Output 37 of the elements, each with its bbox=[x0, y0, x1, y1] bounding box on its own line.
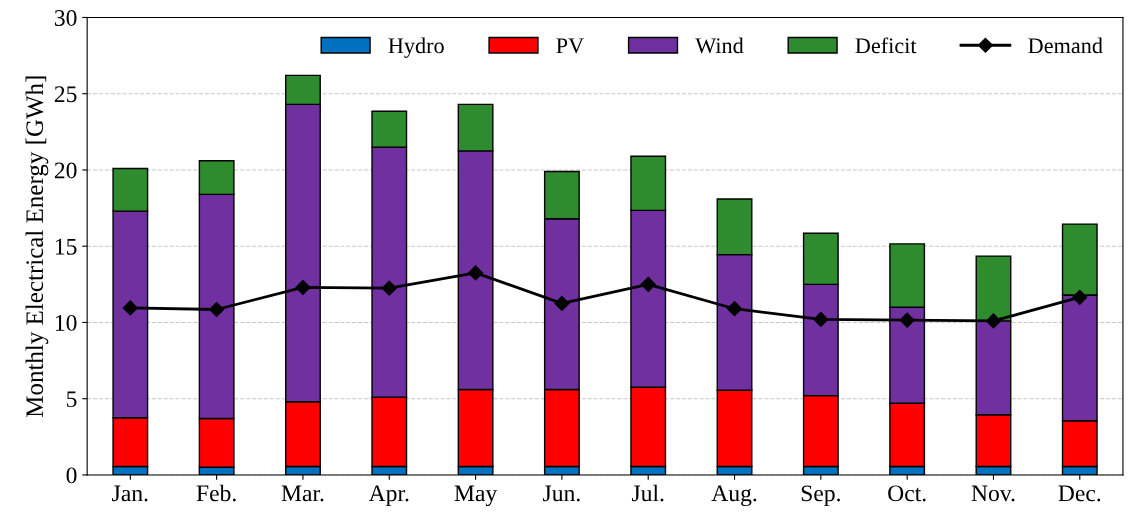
legend-label: Deficit bbox=[855, 37, 917, 54]
point bbox=[899, 312, 915, 328]
legend-label: Demand bbox=[1028, 37, 1103, 54]
x-tick-label: May bbox=[454, 485, 498, 507]
point bbox=[985, 313, 1002, 329]
x-tick-label: Feb. bbox=[196, 484, 236, 502]
x-tick-label: Jul. bbox=[631, 484, 664, 502]
point bbox=[640, 276, 656, 292]
y-tick-label: 15 bbox=[55, 238, 77, 255]
y-axis-title: Monthly Electrical Energy [GWh] bbox=[25, 76, 49, 418]
point bbox=[726, 301, 743, 317]
y-tick-label: 0 bbox=[66, 467, 77, 484]
point bbox=[554, 295, 570, 311]
x-tick-label: Aug. bbox=[711, 485, 757, 507]
x-tick-label: Jan. bbox=[112, 485, 148, 502]
point bbox=[122, 300, 138, 316]
y-tick-label: 20 bbox=[54, 162, 77, 179]
point bbox=[381, 280, 397, 296]
point bbox=[209, 301, 225, 318]
y-tick-label: 25 bbox=[54, 86, 77, 103]
y-tick-label: 10 bbox=[55, 314, 77, 331]
y-tick-label: 30 bbox=[54, 9, 77, 26]
y-tick-label: 5 bbox=[67, 391, 77, 408]
x-tick-label: Nov. bbox=[971, 485, 1015, 502]
point bbox=[295, 279, 311, 295]
x-tick-label: Sep. bbox=[801, 485, 840, 507]
point bbox=[1072, 289, 1088, 305]
point bbox=[813, 311, 829, 327]
x-tick-label: Oct. bbox=[888, 485, 926, 502]
point bbox=[468, 265, 484, 281]
legend-label: Wind bbox=[695, 37, 744, 54]
x-tick-label: Dec. bbox=[1058, 485, 1101, 502]
legend-label: PV bbox=[556, 38, 584, 54]
legend-label: Hydro bbox=[388, 37, 444, 58]
x-tick-label: Jun. bbox=[543, 485, 580, 502]
x-tick-label: Mar. bbox=[281, 485, 324, 502]
x-tick-label: Apr. bbox=[368, 485, 409, 507]
